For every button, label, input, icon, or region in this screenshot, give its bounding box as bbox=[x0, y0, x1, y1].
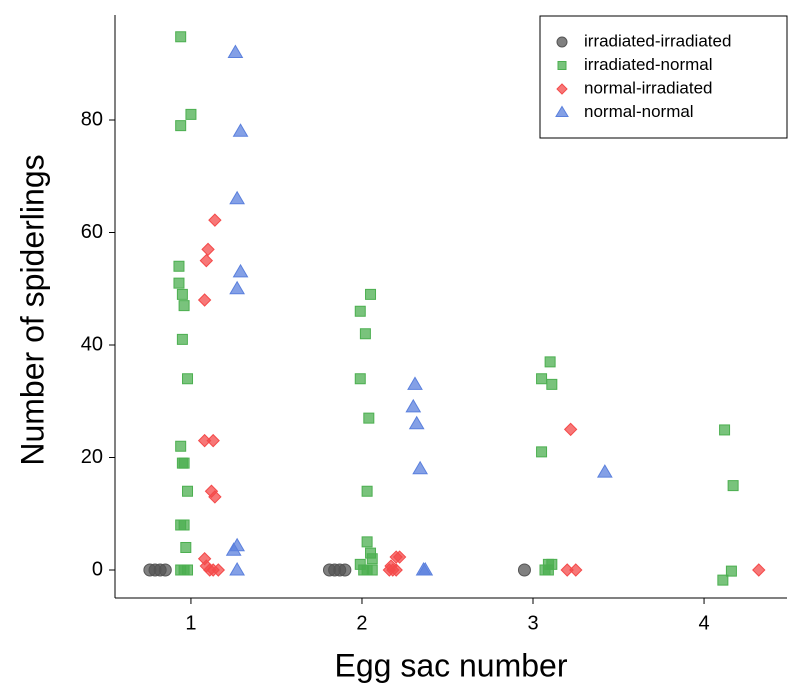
x-tick-label: 3 bbox=[527, 612, 538, 634]
point bbox=[175, 440, 187, 452]
point bbox=[178, 457, 190, 469]
point bbox=[229, 561, 245, 576]
point bbox=[392, 550, 407, 564]
point bbox=[175, 120, 187, 132]
point bbox=[173, 277, 185, 289]
point bbox=[359, 328, 371, 340]
point bbox=[727, 480, 739, 492]
point bbox=[176, 288, 188, 300]
point bbox=[338, 563, 352, 577]
point bbox=[752, 563, 766, 577]
point bbox=[180, 541, 192, 553]
point bbox=[544, 356, 556, 368]
point bbox=[229, 280, 245, 295]
y-axis-label: Number of spiderlings bbox=[14, 154, 50, 465]
point bbox=[182, 373, 194, 385]
point bbox=[173, 260, 185, 272]
legend-label: irradiated-normal bbox=[584, 55, 713, 74]
x-axis-label: Egg sac number bbox=[334, 647, 567, 683]
point bbox=[363, 412, 375, 424]
point bbox=[197, 293, 212, 307]
point bbox=[185, 108, 197, 120]
point bbox=[569, 563, 583, 577]
point bbox=[182, 564, 194, 576]
point bbox=[201, 242, 215, 257]
point bbox=[536, 373, 548, 385]
y-tick-label: 40 bbox=[81, 333, 103, 355]
point bbox=[158, 563, 172, 577]
point bbox=[405, 398, 422, 413]
point bbox=[407, 376, 423, 390]
point bbox=[199, 253, 214, 268]
point bbox=[354, 373, 366, 385]
point bbox=[546, 378, 558, 390]
x-tick-label: 4 bbox=[698, 612, 709, 634]
x-tick-label: 1 bbox=[185, 612, 196, 634]
point bbox=[717, 574, 729, 586]
point bbox=[536, 446, 548, 458]
point bbox=[719, 424, 731, 436]
point bbox=[725, 565, 737, 577]
legend-label: irradiated-irradiated bbox=[584, 31, 731, 50]
point bbox=[417, 561, 434, 576]
point bbox=[227, 44, 244, 59]
point bbox=[384, 559, 398, 573]
point bbox=[408, 415, 425, 430]
point bbox=[206, 433, 220, 448]
legend-marker bbox=[555, 105, 569, 117]
point bbox=[178, 519, 190, 531]
point bbox=[596, 464, 613, 478]
point bbox=[175, 31, 187, 43]
point bbox=[366, 553, 378, 565]
legend-marker bbox=[556, 36, 568, 48]
point bbox=[232, 263, 249, 278]
legend-box bbox=[539, 15, 788, 139]
point bbox=[208, 213, 222, 227]
point bbox=[365, 288, 377, 300]
legend-marker bbox=[557, 61, 567, 70]
y-tick-label: 0 bbox=[92, 558, 103, 580]
point bbox=[229, 190, 245, 205]
point bbox=[366, 564, 378, 576]
x-tick-label: 2 bbox=[356, 612, 367, 634]
y-tick-label: 80 bbox=[81, 108, 103, 130]
point bbox=[542, 564, 554, 576]
point bbox=[225, 542, 242, 556]
point bbox=[176, 333, 188, 345]
y-tick-label: 60 bbox=[81, 221, 103, 243]
legend-marker bbox=[556, 83, 568, 95]
y-tick-label: 20 bbox=[81, 446, 103, 468]
point bbox=[361, 485, 373, 497]
legend-label: normal-irradiated bbox=[584, 78, 713, 97]
legend-label: normal-normal bbox=[584, 102, 694, 121]
point bbox=[182, 485, 194, 497]
point bbox=[361, 536, 373, 548]
point bbox=[412, 460, 428, 475]
point bbox=[211, 563, 226, 577]
point bbox=[354, 305, 366, 317]
point bbox=[563, 422, 578, 437]
point bbox=[232, 123, 249, 137]
point bbox=[208, 490, 222, 504]
point bbox=[178, 300, 190, 312]
point bbox=[517, 563, 531, 577]
